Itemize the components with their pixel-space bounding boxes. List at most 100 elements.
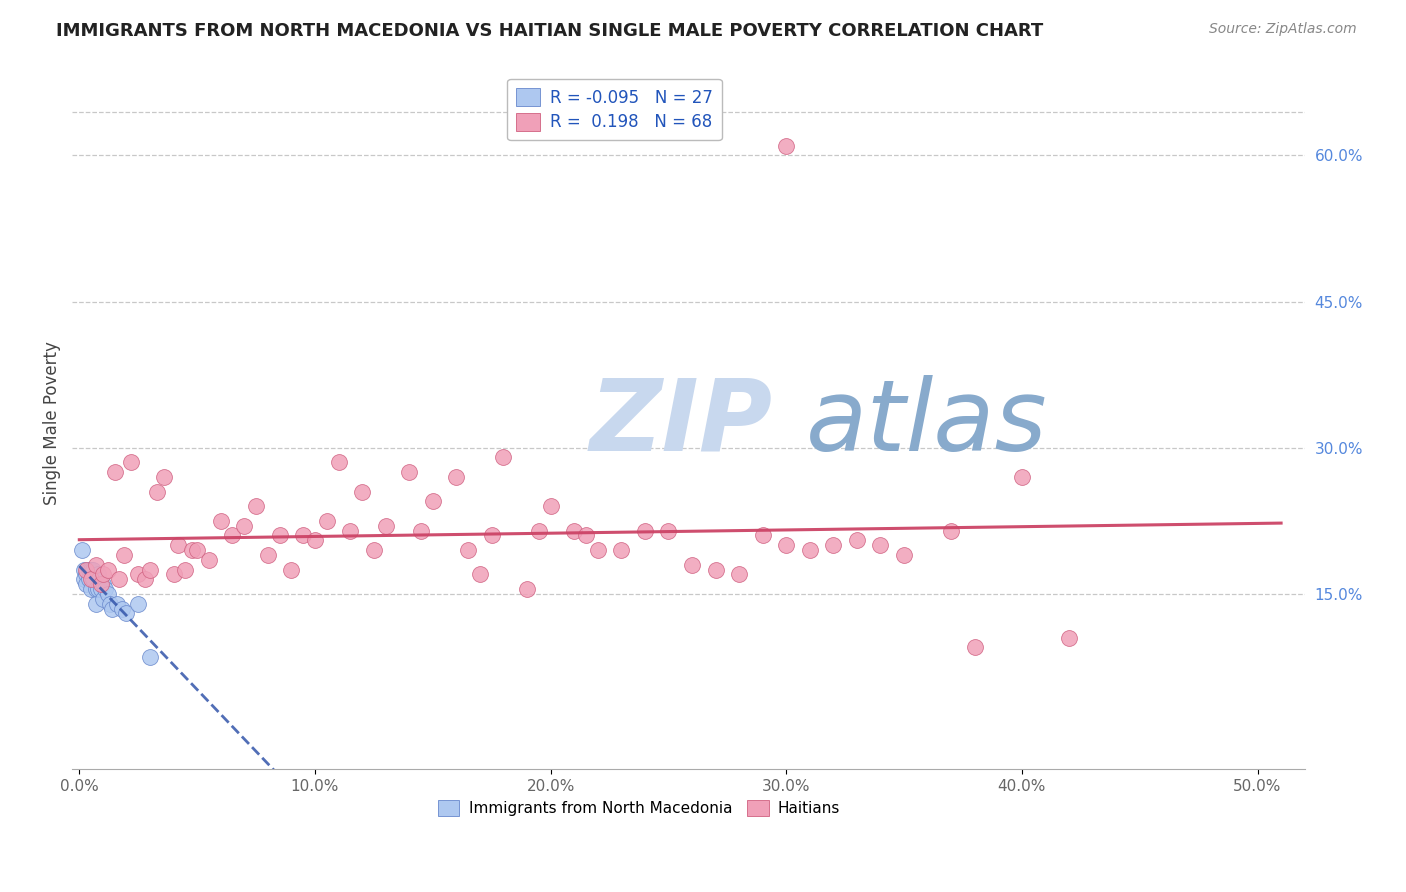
Point (105, 597, 128, 611)
Point (315, 514, 337, 528)
Point (1057, 631, 1080, 645)
Point (167, 538, 190, 552)
Point (328, 455, 350, 469)
Point (728, 567, 751, 582)
Point (98, 597, 121, 611)
Point (87, 582, 110, 596)
Point (245, 499, 267, 513)
Point (91, 591, 114, 606)
Point (77, 562, 100, 576)
Point (963, 640, 986, 655)
Point (269, 528, 291, 542)
Text: IMMIGRANTS FROM NORTH MACEDONIA VS HAITIAN SINGLE MALE POVERTY CORRELATION CHART: IMMIGRANTS FROM NORTH MACEDONIA VS HAITI… (56, 22, 1043, 40)
Point (97, 587, 120, 601)
Text: ZIP: ZIP (591, 375, 773, 472)
Point (70, 543, 93, 558)
Point (80, 572, 103, 586)
Point (681, 558, 703, 572)
Point (75, 577, 97, 591)
Point (869, 538, 891, 552)
Point (134, 572, 156, 586)
Point (162, 567, 184, 582)
Point (233, 518, 256, 533)
Point (91, 577, 114, 591)
Point (292, 528, 315, 542)
Point (516, 582, 538, 596)
Point (174, 562, 197, 576)
Point (562, 524, 585, 538)
Point (941, 524, 963, 538)
Point (80, 582, 103, 596)
Point (209, 514, 232, 528)
Point (221, 528, 243, 542)
Point (893, 548, 915, 562)
Point (775, 138, 797, 153)
Point (823, 538, 845, 552)
Point (87, 567, 110, 582)
Point (657, 524, 679, 538)
Point (398, 465, 420, 479)
Point (845, 533, 868, 548)
Point (775, 538, 797, 552)
Point (481, 528, 503, 542)
Point (256, 548, 278, 562)
Point (89, 582, 111, 596)
Point (181, 543, 204, 558)
Point (153, 470, 176, 484)
Point (75, 562, 97, 576)
Point (112, 548, 135, 562)
Point (82, 572, 104, 586)
Point (339, 524, 361, 538)
Point (374, 518, 396, 533)
Point (89, 577, 111, 591)
Point (82, 562, 104, 576)
Point (146, 484, 169, 499)
Point (492, 450, 515, 465)
Point (446, 470, 468, 484)
Point (540, 499, 562, 513)
Point (127, 567, 149, 582)
Point (751, 528, 773, 542)
Point (127, 597, 149, 611)
Point (409, 524, 432, 538)
Point (280, 562, 302, 576)
Point (610, 543, 633, 558)
Point (73, 562, 96, 576)
Text: Source: ZipAtlas.com: Source: ZipAtlas.com (1209, 22, 1357, 37)
Point (352, 484, 374, 499)
Point (91, 567, 114, 582)
Point (108, 572, 131, 586)
Point (115, 607, 138, 621)
Legend: Immigrants from North Macedonia, Haitians: Immigrants from North Macedonia, Haitian… (430, 792, 848, 824)
Point (120, 455, 142, 469)
Point (139, 650, 162, 665)
Point (634, 524, 657, 538)
Point (75, 567, 97, 582)
Point (97, 562, 120, 576)
Point (198, 553, 221, 567)
Point (704, 562, 727, 576)
Point (457, 543, 479, 558)
Y-axis label: Single Male Poverty: Single Male Poverty (44, 342, 60, 505)
Point (73, 572, 96, 586)
Point (101, 601, 124, 615)
Point (84, 582, 107, 596)
Point (799, 543, 821, 558)
Point (111, 601, 134, 615)
Point (527, 524, 550, 538)
Point (186, 543, 208, 558)
Point (104, 465, 127, 479)
Point (1011, 470, 1033, 484)
Point (139, 562, 162, 576)
Point (77, 572, 100, 586)
Point (468, 567, 491, 582)
Point (586, 543, 609, 558)
Point (363, 543, 385, 558)
Text: atlas: atlas (806, 375, 1047, 472)
Point (422, 494, 444, 508)
Point (575, 528, 598, 542)
Point (94, 582, 117, 596)
Point (84, 597, 107, 611)
Point (84, 558, 107, 572)
Point (80, 562, 103, 576)
